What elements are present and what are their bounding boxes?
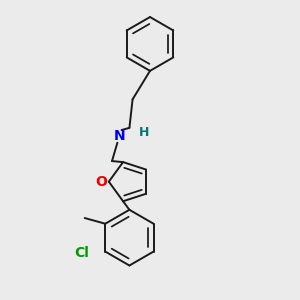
Text: Cl: Cl — [74, 246, 89, 260]
Text: N: N — [114, 129, 126, 143]
Text: H: H — [139, 126, 149, 139]
Text: O: O — [95, 175, 107, 189]
